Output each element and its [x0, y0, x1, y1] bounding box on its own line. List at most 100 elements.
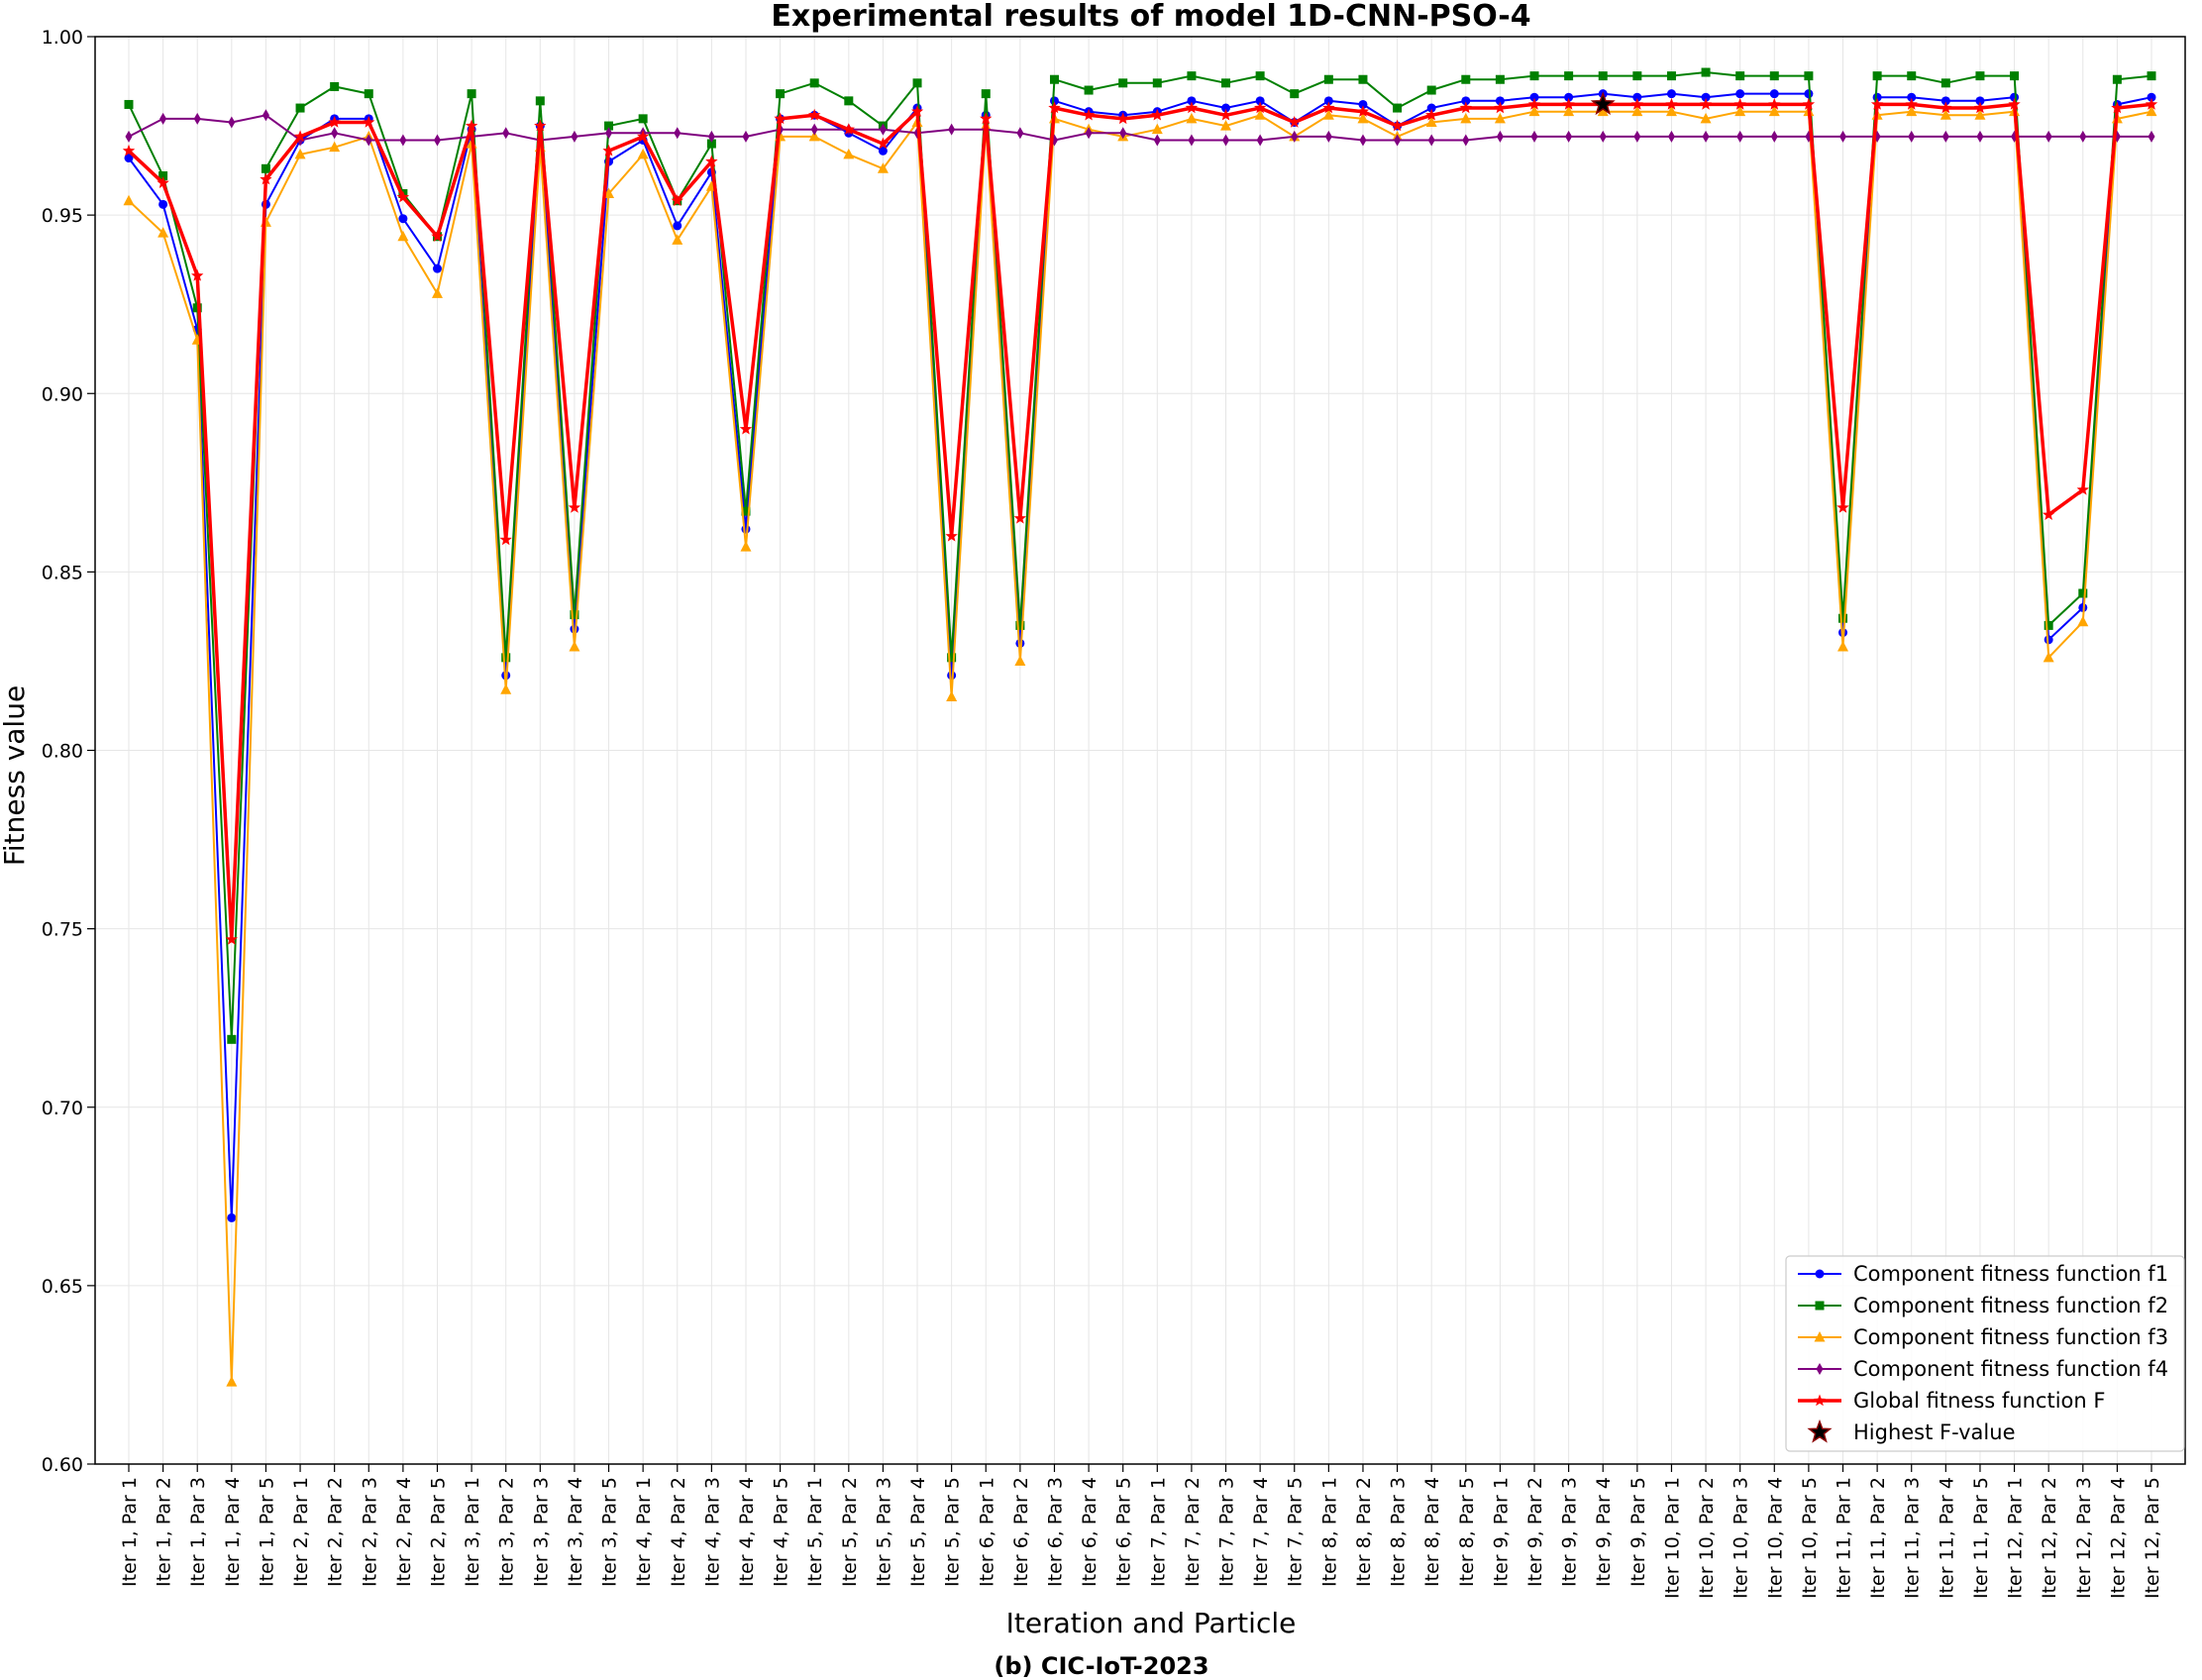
- x-tick-label: Iter 1, Par 1: [119, 1477, 141, 1587]
- data-point: [2111, 101, 2124, 114]
- data-point: [227, 1034, 237, 1044]
- series-layer: [122, 67, 2158, 1387]
- data-point: [1324, 130, 1332, 143]
- data-point: [1187, 71, 1197, 81]
- y-axis: 0.60 0.65 0.70 0.75 0.80 0.85 0.90 0.95 1.00: [42, 27, 95, 1476]
- data-point: [2146, 105, 2157, 117]
- data-point: [261, 163, 270, 173]
- x-tick-label: Iter 11, Par 1: [1834, 1477, 1855, 1599]
- data-point: [397, 230, 409, 242]
- series-line: [127, 102, 2152, 942]
- data-point: [843, 148, 855, 159]
- data-point: [877, 162, 889, 173]
- data-point: [535, 96, 545, 106]
- data-point: [742, 130, 750, 143]
- data-point: [1975, 71, 1985, 81]
- data-point: [1461, 96, 1471, 106]
- data-point: [191, 268, 204, 281]
- x-tick-label: Iter 8, Par 5: [1456, 1477, 1478, 1587]
- y-tick-label: 0.75: [42, 919, 83, 941]
- data-point: [671, 194, 683, 206]
- data-point: [1599, 130, 1607, 143]
- series-line: [128, 110, 2152, 1384]
- x-tick-label: Iter 8, Par 2: [1353, 1477, 1375, 1587]
- data-point: [741, 506, 751, 516]
- series-1: [124, 89, 2156, 1222]
- data-point: [157, 227, 169, 238]
- data-point: [1359, 134, 1367, 147]
- data-point: [707, 130, 715, 143]
- data-point: [1186, 112, 1198, 124]
- data-point: [465, 119, 478, 132]
- x-tick-label: Iter 5, Par 2: [839, 1477, 861, 1587]
- data-point: [158, 170, 168, 180]
- data-point: [1185, 101, 1199, 114]
- data-point: [1839, 130, 1847, 143]
- data-point: [1565, 130, 1573, 143]
- data-point: [1564, 71, 1574, 81]
- data-point: [1426, 103, 1436, 113]
- data-point: [331, 127, 339, 140]
- data-point: [329, 141, 341, 153]
- x-tick-label: Iter 12, Par 1: [2005, 1477, 2027, 1599]
- data-point: [227, 1212, 237, 1222]
- data-point: [1049, 74, 1059, 84]
- data-point: [1357, 112, 1369, 124]
- legend-entry: Global fitness function F: [1798, 1389, 2105, 1413]
- data-point: [1323, 74, 1333, 84]
- x-tick-label: Iter 7, Par 4: [1250, 1477, 1272, 1587]
- data-point: [399, 134, 407, 147]
- legend-star-icon: [1807, 1418, 1833, 1443]
- data-point: [1152, 78, 1162, 88]
- data-point: [1014, 655, 1026, 666]
- x-tick-label: Iter 7, Par 3: [1216, 1477, 1238, 1587]
- data-point: [1735, 71, 1745, 81]
- data-point: [1699, 97, 1713, 110]
- grid-lines: [95, 36, 2185, 1465]
- data-point: [1941, 130, 1949, 143]
- data-point: [1802, 97, 1816, 110]
- data-point: [1255, 71, 1265, 81]
- legend-marker: [1816, 1363, 1824, 1375]
- data-point: [2010, 71, 2020, 81]
- data-point: [808, 130, 820, 142]
- legend-label: Highest F-value: [1853, 1420, 2016, 1444]
- x-tick-label: Iter 3, Par 3: [530, 1477, 552, 1587]
- data-point: [1597, 105, 1609, 117]
- data-point: [637, 148, 649, 159]
- data-point: [2008, 97, 2021, 110]
- y-tick-label: 0.70: [42, 1098, 83, 1119]
- data-point: [1974, 109, 1986, 120]
- data-point: [1255, 96, 1265, 106]
- legend-label: Component fitness function f2: [1853, 1294, 2168, 1317]
- x-tick-label: Iter 5, Par 3: [873, 1477, 894, 1587]
- data-point: [431, 287, 443, 298]
- x-tick-label: Iter 3, Par 5: [599, 1477, 621, 1587]
- x-tick-label: Iter 2, Par 4: [393, 1477, 415, 1587]
- data-point: [1188, 134, 1196, 147]
- x-tick-label: Iter 6, Par 3: [1044, 1477, 1066, 1587]
- data-point: [1667, 130, 1675, 143]
- data-point: [1630, 97, 1643, 110]
- data-point: [912, 78, 922, 88]
- data-point: [1013, 511, 1026, 524]
- data-point: [1564, 92, 1574, 102]
- data-point: [433, 134, 441, 147]
- data-point: [124, 153, 134, 162]
- x-tick-label: Iter 2, Par 2: [325, 1477, 347, 1587]
- x-tick-label: Iter 2, Par 3: [359, 1477, 380, 1587]
- data-point: [1528, 105, 1540, 117]
- data-point: [1391, 119, 1404, 132]
- data-point: [365, 134, 372, 147]
- data-point: [158, 199, 168, 209]
- data-point: [1220, 120, 1232, 131]
- data-point: [844, 96, 854, 106]
- data-point: [1666, 71, 1676, 81]
- data-point: [294, 148, 306, 159]
- data-point: [1838, 613, 1848, 623]
- legend-marker: [1814, 1331, 1826, 1342]
- y-tick-label: 0.65: [42, 1276, 83, 1298]
- x-tick-label: Iter 4, Par 2: [668, 1477, 689, 1587]
- data-point: [2147, 92, 2156, 102]
